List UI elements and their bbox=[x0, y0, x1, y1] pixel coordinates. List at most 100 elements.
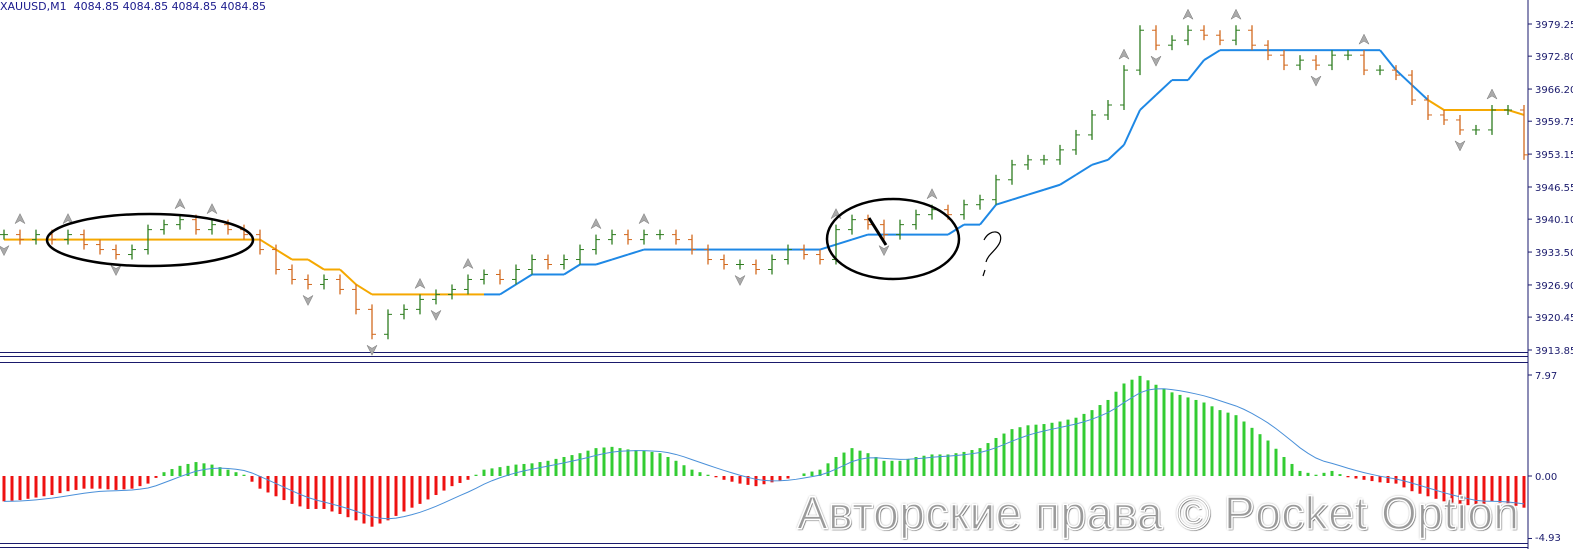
histogram-bar bbox=[954, 453, 958, 476]
histogram-bar bbox=[1138, 375, 1142, 476]
histogram-bar bbox=[282, 476, 286, 501]
histogram-bar bbox=[306, 476, 310, 509]
price-bar bbox=[320, 274, 328, 290]
price-bar bbox=[1232, 25, 1240, 46]
price-bar bbox=[864, 214, 872, 230]
price-bar bbox=[480, 269, 488, 285]
histogram-bar bbox=[818, 469, 822, 476]
price-bar bbox=[400, 304, 408, 320]
histogram-bar bbox=[1074, 417, 1078, 476]
price-bar bbox=[528, 254, 536, 275]
fractal-down-icon bbox=[878, 244, 890, 257]
price-bar bbox=[96, 239, 104, 255]
price-bar bbox=[1072, 129, 1080, 155]
histogram-bar bbox=[978, 448, 982, 476]
price-bar bbox=[1216, 30, 1224, 46]
axis-tick-label: 7.97 bbox=[1535, 371, 1557, 382]
histogram-bar bbox=[298, 476, 302, 507]
histogram-bar bbox=[18, 476, 22, 501]
histogram-bar bbox=[490, 468, 494, 476]
histogram-bar bbox=[386, 476, 390, 521]
histogram-bar bbox=[82, 476, 86, 489]
histogram-bar bbox=[922, 455, 926, 476]
histogram-bar bbox=[1066, 419, 1070, 476]
fractal-down-icon bbox=[302, 294, 314, 306]
stop-segment bbox=[1395, 69, 1413, 86]
price-bar bbox=[64, 229, 72, 245]
price-bar bbox=[1120, 65, 1128, 110]
histogram-bar bbox=[1186, 397, 1190, 476]
price-bar bbox=[640, 229, 648, 245]
histogram-bar bbox=[218, 467, 222, 476]
price-bar bbox=[272, 244, 280, 275]
price-bar bbox=[1440, 109, 1448, 125]
price-bar bbox=[784, 244, 792, 265]
histogram-bar bbox=[250, 476, 254, 482]
histogram-bar bbox=[122, 476, 126, 490]
histogram-bar bbox=[162, 472, 166, 476]
price-bar bbox=[1520, 105, 1528, 160]
price-bar bbox=[416, 294, 424, 315]
histogram-bar bbox=[970, 450, 974, 476]
histogram-bar bbox=[682, 465, 686, 476]
histogram-bar bbox=[130, 476, 134, 489]
histogram-bar bbox=[1370, 476, 1374, 482]
histogram-bar bbox=[114, 476, 118, 490]
histogram-bar bbox=[666, 456, 670, 476]
histogram-bar bbox=[1026, 425, 1030, 476]
histogram-bar bbox=[1250, 427, 1254, 476]
histogram-bar bbox=[1042, 424, 1046, 476]
histogram-bar bbox=[834, 456, 838, 476]
stop-segment bbox=[1123, 109, 1141, 146]
histogram-bar bbox=[1434, 476, 1438, 499]
histogram-bar bbox=[1314, 474, 1318, 476]
histogram-bar bbox=[1482, 476, 1486, 504]
price-bar bbox=[1008, 159, 1016, 185]
histogram-bar bbox=[1034, 424, 1038, 476]
histogram-bar bbox=[394, 476, 398, 516]
histogram-bar bbox=[722, 476, 726, 480]
chart-title: XAUUSD,M1 4084.85 4084.85 4084.85 4084.8… bbox=[0, 0, 267, 13]
histogram-bar bbox=[698, 472, 702, 476]
histogram-bar bbox=[1274, 448, 1278, 476]
histogram-bar bbox=[674, 460, 678, 476]
histogram-bar bbox=[1098, 405, 1102, 476]
histogram-bar bbox=[354, 476, 358, 521]
histogram-bar bbox=[1002, 433, 1006, 476]
histogram-bar bbox=[690, 469, 694, 476]
histogram-bar bbox=[234, 472, 238, 476]
histogram-bar bbox=[1498, 476, 1502, 503]
fractal-up-icon bbox=[926, 188, 938, 200]
stop-segment bbox=[835, 238, 853, 246]
axis-tick-label: 0.00 bbox=[1535, 472, 1557, 483]
signal-line bbox=[3, 388, 1525, 520]
histogram-bar bbox=[1050, 422, 1054, 476]
price-bar bbox=[128, 244, 136, 260]
price-bar bbox=[496, 269, 504, 285]
histogram-bar bbox=[618, 448, 622, 476]
histogram-bar bbox=[338, 476, 342, 515]
histogram-bar bbox=[650, 451, 654, 476]
price-bar bbox=[0, 229, 8, 240]
histogram-bar bbox=[2, 476, 6, 502]
stop-segment bbox=[1091, 158, 1109, 166]
histogram-bar bbox=[1226, 412, 1230, 476]
price-bar bbox=[256, 229, 264, 255]
price-bar bbox=[368, 304, 376, 340]
histogram-bar bbox=[226, 469, 230, 476]
stop-segment bbox=[851, 233, 869, 241]
histogram-bar bbox=[1474, 476, 1478, 507]
price-bar bbox=[752, 259, 760, 275]
histogram-bar bbox=[1130, 379, 1134, 476]
histogram-bar bbox=[1522, 476, 1526, 508]
price-bars bbox=[0, 25, 1528, 340]
histogram-bar bbox=[1210, 406, 1214, 476]
fractal-up-icon bbox=[14, 213, 26, 225]
axis-tick-label: 3913.85 bbox=[1535, 346, 1573, 357]
histogram-bar bbox=[34, 476, 38, 498]
axis-tick-label: 3933.50 bbox=[1535, 248, 1573, 259]
price-bar bbox=[800, 244, 808, 260]
stop-segment bbox=[1427, 99, 1445, 111]
fractal-down-icon bbox=[734, 274, 746, 287]
